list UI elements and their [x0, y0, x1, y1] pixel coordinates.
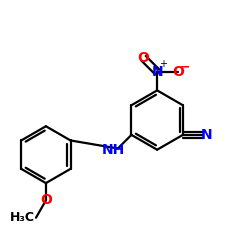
Text: −: −: [180, 60, 190, 74]
Text: O: O: [138, 51, 149, 65]
Text: O: O: [40, 194, 52, 207]
Text: O: O: [172, 65, 184, 79]
Text: H₃C: H₃C: [10, 211, 35, 224]
Text: +: +: [159, 60, 167, 70]
Text: NH: NH: [102, 143, 125, 157]
Text: N: N: [201, 128, 213, 142]
Text: N: N: [151, 65, 163, 79]
